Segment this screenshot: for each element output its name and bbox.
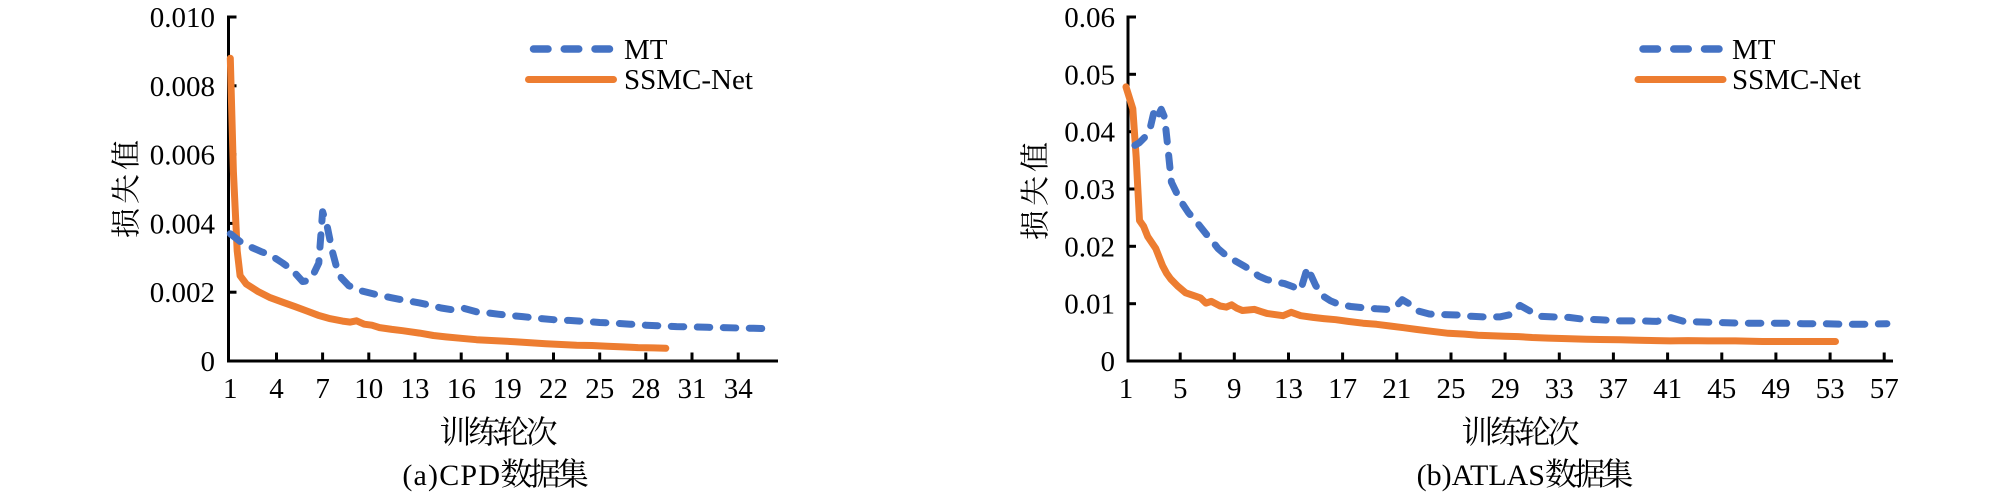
svg-text:0.006: 0.006 [150,140,215,172]
svg-text:(b)ATLAS: (b)ATLAS [1417,459,1545,492]
svg-text:SSMC-Net: SSMC-Net [1732,64,1861,96]
svg-text:(a)CPD: (a)CPD [402,459,501,492]
svg-text:5: 5 [1173,373,1188,405]
svg-text:7: 7 [315,373,330,405]
svg-text:0: 0 [1101,346,1116,378]
svg-text:0.002: 0.002 [150,277,215,309]
svg-text:0.06: 0.06 [1064,2,1115,34]
svg-text:17: 17 [1328,373,1357,405]
svg-text:0.01: 0.01 [1064,289,1115,321]
svg-text:13: 13 [401,373,430,405]
svg-text:0.02: 0.02 [1064,231,1115,263]
svg-text:33: 33 [1545,373,1574,405]
svg-text:49: 49 [1761,373,1790,405]
svg-text:0.05: 0.05 [1064,59,1115,91]
svg-text:53: 53 [1816,373,1845,405]
svg-text:16: 16 [447,373,476,405]
svg-text:31: 31 [678,373,707,405]
svg-text:57: 57 [1870,373,1899,405]
svg-text:MT: MT [1732,34,1776,66]
svg-text:34: 34 [724,373,754,405]
svg-text:19: 19 [493,373,522,405]
svg-text:41: 41 [1653,373,1682,405]
svg-text:29: 29 [1491,373,1520,405]
svg-text:28: 28 [631,373,660,405]
svg-text:1: 1 [1119,373,1134,405]
svg-text:22: 22 [539,373,568,405]
svg-text:0.03: 0.03 [1064,174,1115,206]
svg-text:0: 0 [201,346,216,378]
svg-text:21: 21 [1382,373,1411,405]
svg-text:37: 37 [1599,373,1628,405]
svg-text:13: 13 [1274,373,1303,405]
svg-text:25: 25 [1437,373,1466,405]
svg-text:0.008: 0.008 [150,71,215,103]
svg-text:10: 10 [354,373,383,405]
svg-text:MT: MT [624,34,668,66]
svg-text:0.004: 0.004 [150,208,216,240]
svg-text:45: 45 [1707,373,1736,405]
svg-text:9: 9 [1227,373,1242,405]
svg-text:0.010: 0.010 [150,2,215,34]
svg-text:SSMC-Net: SSMC-Net [624,64,753,96]
svg-text:0.04: 0.04 [1064,117,1115,149]
svg-text:25: 25 [585,373,614,405]
svg-text:1: 1 [223,373,238,405]
svg-text:4: 4 [269,373,284,405]
